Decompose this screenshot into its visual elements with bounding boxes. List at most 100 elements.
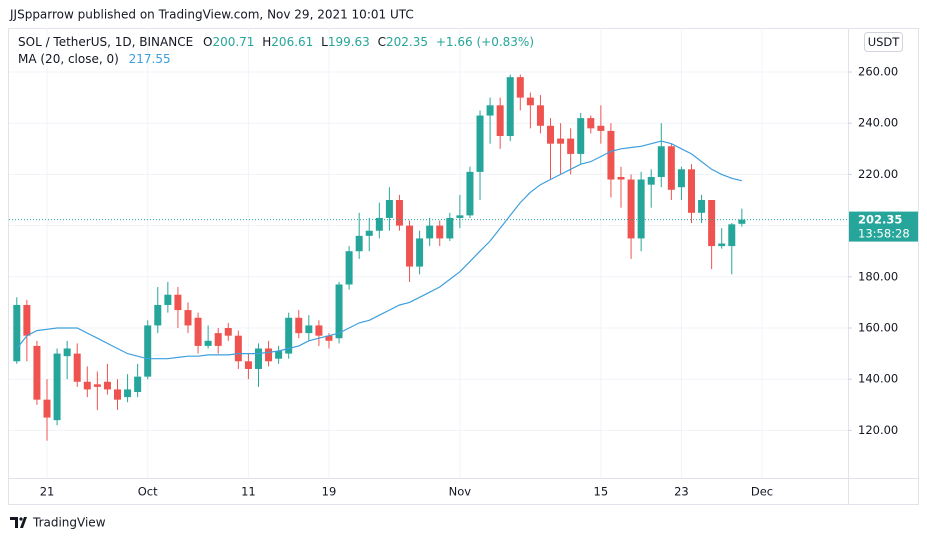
candle-body bbox=[285, 317, 293, 354]
candle-body bbox=[587, 118, 595, 129]
candle-body bbox=[416, 238, 424, 267]
y-tick-label: 160.00 bbox=[858, 321, 898, 335]
candle-body bbox=[637, 179, 645, 239]
candle-body bbox=[486, 105, 494, 116]
y-tick-label: 260.00 bbox=[858, 65, 898, 79]
candle-body bbox=[73, 353, 81, 382]
open-value: 200.71 bbox=[212, 35, 254, 49]
candle-body bbox=[476, 115, 484, 172]
candle-body bbox=[114, 389, 121, 400]
candle-body bbox=[657, 146, 665, 177]
low-value: 199.63 bbox=[328, 35, 370, 49]
candle-body bbox=[627, 179, 635, 239]
close-label: C bbox=[378, 35, 386, 49]
candle-body bbox=[567, 138, 575, 154]
candle-body bbox=[385, 200, 393, 218]
candle-body bbox=[426, 225, 434, 239]
candle-body bbox=[456, 215, 464, 218]
candle-body bbox=[677, 169, 685, 188]
candle-body bbox=[63, 348, 71, 357]
symbol: SOL / TetherUS, 1D, BINANCE bbox=[18, 35, 193, 49]
candle-body bbox=[275, 351, 283, 359]
candle-body bbox=[536, 105, 544, 126]
candle-body bbox=[698, 200, 706, 213]
candle-body bbox=[93, 384, 101, 387]
high-label: H bbox=[262, 35, 271, 49]
candle-body bbox=[728, 224, 736, 247]
candle-body bbox=[526, 97, 534, 106]
candle-body bbox=[345, 251, 353, 285]
x-tick-label: 11 bbox=[241, 485, 256, 499]
x-tick-label: 23 bbox=[674, 485, 689, 499]
countdown: 13:58:28 bbox=[858, 227, 910, 241]
candle-body bbox=[13, 304, 21, 362]
candle-body bbox=[53, 353, 61, 421]
currency[interactable]: USDT bbox=[868, 35, 901, 49]
candle-body bbox=[597, 125, 605, 131]
last-price-box bbox=[849, 211, 918, 242]
candle-body bbox=[254, 348, 262, 369]
open-label: O bbox=[203, 35, 212, 49]
candle-body bbox=[667, 146, 675, 190]
brand-logo bbox=[10, 517, 27, 528]
candle-body bbox=[547, 125, 555, 144]
candle-body bbox=[315, 325, 323, 336]
high-value: 206.61 bbox=[271, 35, 313, 49]
x-tick-label: 15 bbox=[594, 485, 609, 499]
candle-body bbox=[33, 345, 41, 400]
x-tick-label: Oct bbox=[138, 485, 158, 499]
y-tick-label: 220.00 bbox=[858, 167, 898, 181]
currency-button[interactable] bbox=[864, 32, 903, 52]
candle-body bbox=[265, 348, 273, 362]
x-tick-label: 19 bbox=[322, 485, 337, 499]
candle-body bbox=[43, 399, 51, 418]
candle-body bbox=[466, 171, 474, 216]
chart-frame bbox=[8, 28, 919, 505]
y-tick-label: 180.00 bbox=[858, 269, 898, 283]
x-tick-label: Dec bbox=[751, 485, 773, 499]
candle-body bbox=[406, 225, 414, 267]
candle-body bbox=[234, 335, 242, 362]
candle-body bbox=[295, 317, 303, 334]
candle-body bbox=[607, 130, 615, 180]
candle-body bbox=[436, 225, 444, 239]
candle-body bbox=[738, 219, 746, 224]
candle-body bbox=[174, 294, 182, 311]
brand: TradingView bbox=[32, 516, 106, 530]
close-value: 202.35 bbox=[386, 35, 428, 49]
publisher-line: JJSpparrow published on TradingView.com,… bbox=[9, 8, 414, 22]
candle-body bbox=[496, 105, 504, 137]
candle-body bbox=[214, 333, 222, 346]
candle-body bbox=[204, 340, 212, 346]
candle-body bbox=[144, 325, 152, 377]
candle-body bbox=[395, 200, 403, 226]
candle-body bbox=[375, 217, 383, 231]
candle-body bbox=[506, 77, 514, 137]
candle-body bbox=[103, 381, 111, 390]
legend-ma: MA (20, close, 0) 217.55 bbox=[18, 52, 171, 66]
candle-body bbox=[557, 138, 565, 144]
y-tick-label: 240.00 bbox=[858, 116, 898, 130]
change: +1.66 bbox=[436, 35, 473, 49]
candle-body bbox=[325, 335, 333, 341]
legend-symbol: SOL / TetherUS, 1D, BINANCE O200.71 H206… bbox=[18, 35, 534, 49]
candle-body bbox=[83, 381, 91, 390]
ma-name: MA (20, close, 0) bbox=[18, 52, 119, 66]
ma-value: 217.55 bbox=[129, 52, 171, 66]
candle-body bbox=[134, 376, 142, 392]
ma-line bbox=[16, 140, 742, 360]
candle-body bbox=[365, 230, 373, 236]
candle-body bbox=[154, 304, 162, 326]
grid bbox=[9, 28, 848, 478]
candle-body bbox=[617, 176, 625, 180]
candle-body bbox=[305, 325, 313, 334]
candle-body bbox=[164, 294, 172, 305]
candle-body bbox=[355, 235, 363, 252]
candle-body bbox=[184, 310, 192, 326]
y-tick-label: 120.00 bbox=[858, 423, 898, 437]
candle-body bbox=[647, 176, 655, 185]
x-tick-label: 21 bbox=[40, 485, 55, 499]
candle-body bbox=[718, 243, 726, 247]
change-pct: (+0.83%) bbox=[476, 35, 534, 49]
